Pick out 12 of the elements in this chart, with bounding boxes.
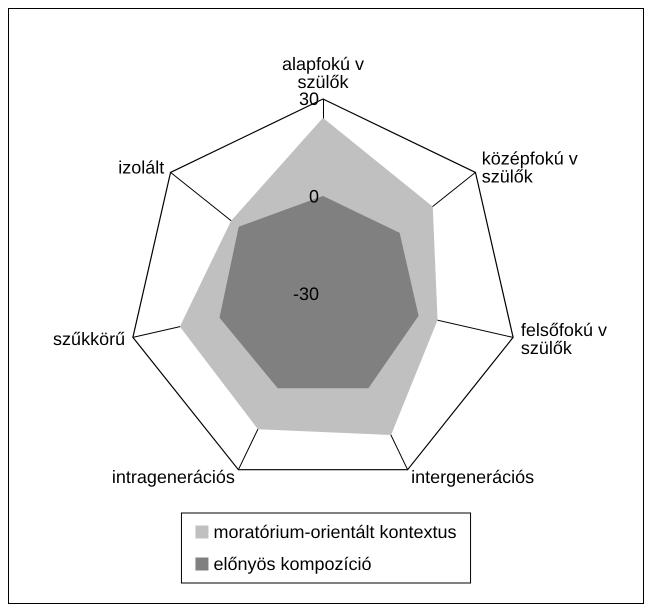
y-tick-label: 30 <box>298 89 319 109</box>
spoke-label: intragenerációs <box>112 466 235 487</box>
spoke-label: középfokú v szülők <box>482 148 578 186</box>
spoke-label: alapfokú v szülők <box>282 54 364 92</box>
y-tick-label: 0 <box>308 186 319 206</box>
spoke-label: szűkkörű <box>53 329 126 350</box>
spoke-label: izolált <box>118 157 164 178</box>
legend-label: előnyös kompozíció <box>213 554 372 574</box>
legend-label: moratórium-orientált kontextus <box>213 522 457 542</box>
spoke-label: intergenerációs <box>411 466 534 487</box>
y-tick-label: -30 <box>292 284 319 304</box>
spoke-label: felsőfokú v szülők <box>520 320 607 358</box>
